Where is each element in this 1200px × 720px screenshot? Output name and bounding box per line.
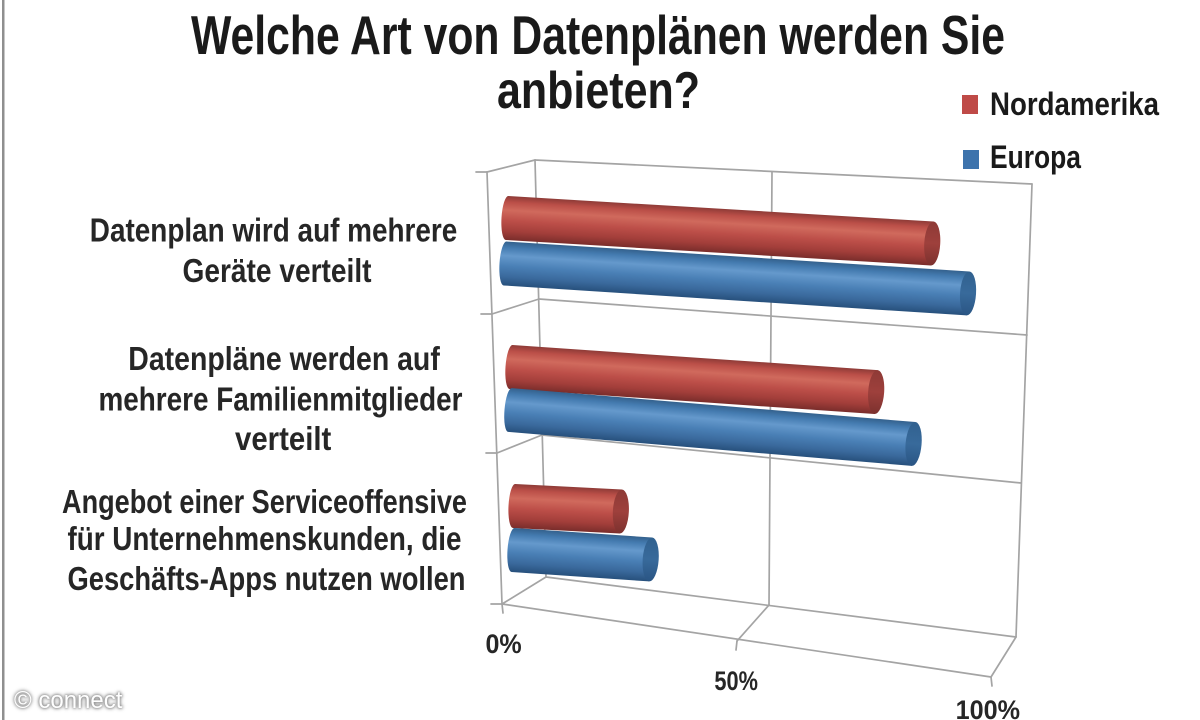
svg-text:mehrere Familienmitglieder: mehrere Familienmitglieder <box>99 381 463 418</box>
svg-text:Nordamerika: Nordamerika <box>990 86 1159 122</box>
svg-text:Geräte verteilt: Geräte verteilt <box>183 252 372 289</box>
svg-text:Datenplan wird auf mehrere: Datenplan wird auf mehrere <box>90 212 458 249</box>
svg-text:0%: 0% <box>486 629 522 659</box>
svg-text:für Unternehmenskunden, die: für Unternehmenskunden, die <box>68 520 462 557</box>
svg-text:Angebot einer Serviceoffensive: Angebot einer Serviceoffensive <box>62 483 467 520</box>
svg-text:© connect: © connect <box>14 687 123 714</box>
svg-text:100%: 100% <box>956 695 1020 720</box>
svg-text:verteilt: verteilt <box>235 420 331 457</box>
svg-text:anbieten?: anbieten? <box>497 62 700 120</box>
svg-text:Welche Art von Datenplänen wer: Welche Art von Datenplänen werden Sie <box>191 4 1005 66</box>
svg-text:Datenpläne werden auf: Datenpläne werden auf <box>128 340 440 377</box>
svg-text:Geschäfts-Apps nutzen wollen: Geschäfts-Apps nutzen wollen <box>68 560 466 597</box>
svg-text:Europa: Europa <box>990 139 1081 175</box>
svg-text:50%: 50% <box>714 666 758 696</box>
